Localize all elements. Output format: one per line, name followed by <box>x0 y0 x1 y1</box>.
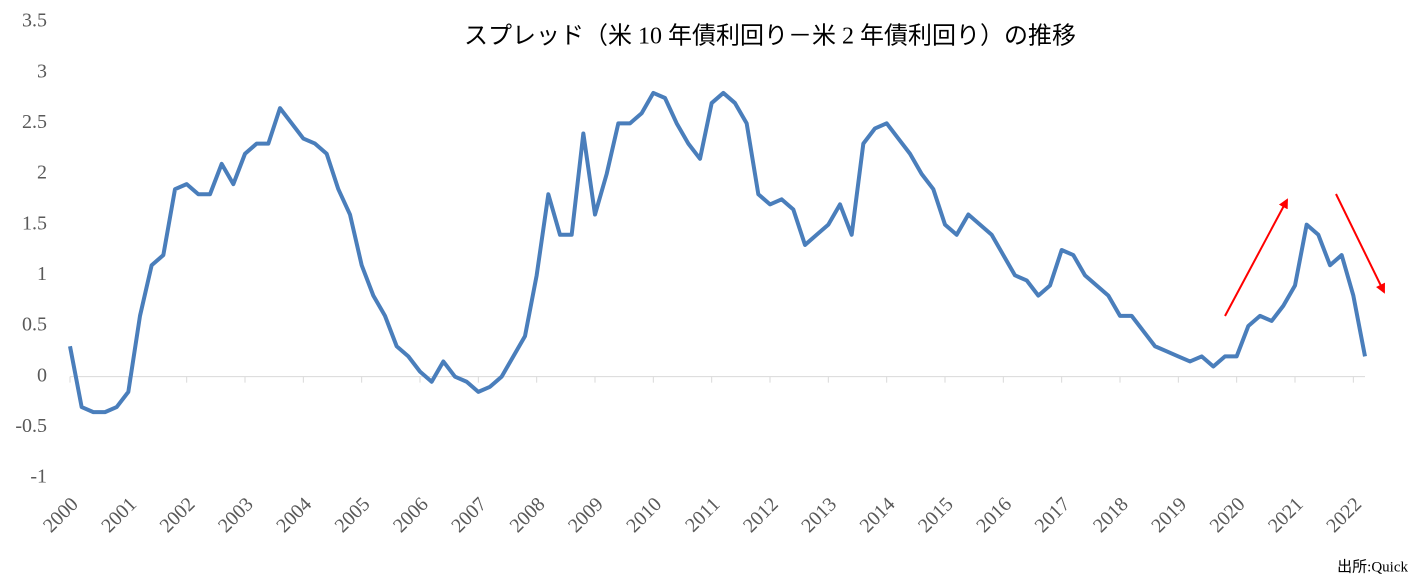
x-tick-label: 2015 <box>914 493 958 537</box>
y-tick-label: -0.5 <box>15 415 47 437</box>
x-tick-label: 2012 <box>739 493 783 537</box>
x-tick-label: 2001 <box>97 493 141 537</box>
x-tick-label: 2007 <box>447 493 491 537</box>
y-tick-label: 2 <box>37 162 47 184</box>
line-series <box>68 90 1367 415</box>
arrow-down <box>1335 193 1385 294</box>
x-tick-label: 2022 <box>1322 493 1366 537</box>
chart-title: スプレッド（米 10 年債利回り－米 2 年債利回り）の推移 <box>464 23 1076 50</box>
x-tick-label: 2014 <box>856 493 900 537</box>
y-tick-label: 0.5 <box>22 314 47 336</box>
x-tick-label: 2016 <box>972 493 1016 537</box>
x-tick-label: 2020 <box>1206 493 1250 537</box>
x-tick-label: 2018 <box>1089 493 1133 537</box>
x-tick-label: 2008 <box>506 493 550 537</box>
y-tick-label: 3 <box>37 60 47 82</box>
x-tick-label: 2011 <box>681 493 724 536</box>
x-tick-label: 2019 <box>1147 493 1191 537</box>
y-tick-label: 1 <box>37 263 47 285</box>
y-tick-label: -1 <box>30 466 47 488</box>
x-tick-label: 2013 <box>797 493 841 537</box>
arrow-up <box>1224 198 1288 317</box>
x-tick-label: 2005 <box>331 493 375 537</box>
x-tick-label: 2000 <box>39 493 83 537</box>
y-tick-label: 3.5 <box>22 10 47 32</box>
x-tick-label: 2002 <box>156 493 200 537</box>
x-tick-label: 2010 <box>622 493 666 537</box>
x-tick-label: 2003 <box>214 493 258 537</box>
x-tick-label: 2004 <box>272 493 316 537</box>
x-tick-label: 2006 <box>389 493 433 537</box>
y-tick-label: 0 <box>37 364 47 386</box>
x-tick-label: 2021 <box>1264 493 1308 537</box>
y-tick-label: 1.5 <box>22 212 47 234</box>
x-tick-label: 2009 <box>564 493 608 537</box>
source: 出所:Quick <box>1337 558 1408 575</box>
y-tick-label: 2.5 <box>22 111 47 133</box>
x-tick-label: 2017 <box>1031 493 1075 537</box>
